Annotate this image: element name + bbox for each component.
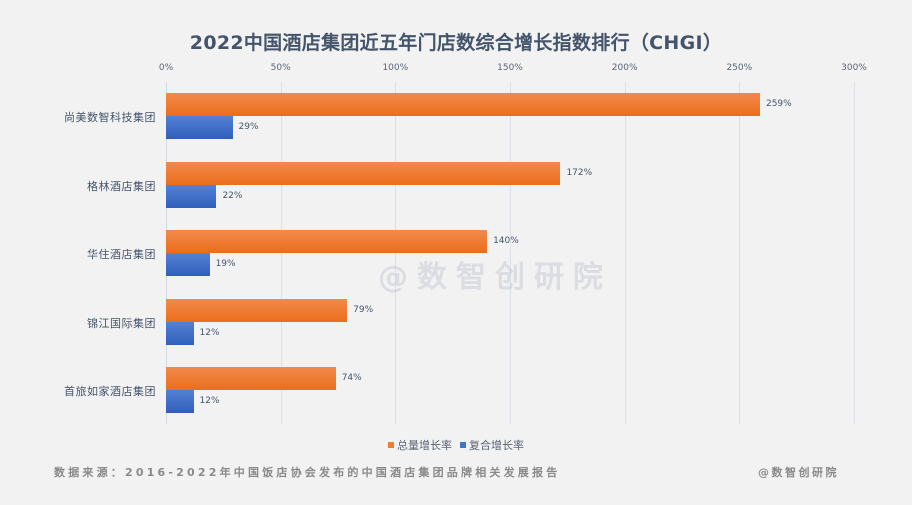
bar-cagr[interactable] — [166, 390, 194, 413]
legend-item[interactable]: 复合增长率 — [460, 437, 524, 453]
bar-total-growth[interactable] — [166, 93, 760, 116]
data-label: 79% — [353, 304, 374, 315]
category-label: 锦江国际集团 — [87, 316, 156, 330]
plot-area: 0% 50% 100% 150% 200% 250% 300% 尚美数智科技集团 259% 29%… — [64, 63, 867, 424]
bar-cagr[interactable] — [166, 184, 217, 208]
bar-cagr[interactable] — [166, 116, 233, 139]
gridline — [739, 82, 741, 424]
legend-swatch-icon — [460, 442, 466, 448]
gridline — [510, 82, 511, 424]
category-label: 尚美数智科技集团 — [64, 111, 156, 124]
data-label: 12% — [199, 396, 220, 406]
x-tick-label: 300% — [841, 63, 867, 73]
x-tick-label: 50% — [270, 63, 291, 73]
x-tick-label: 0% — [158, 63, 174, 73]
data-label: 22% — [222, 190, 243, 201]
data-source-note: 数据来源：2016-2022年中国饭店协会发布的中国酒店集团品牌相关发展报告 — [54, 466, 561, 479]
data-label: 12% — [199, 327, 220, 338]
bar-total-growth[interactable] — [166, 367, 336, 390]
gridline — [624, 82, 626, 424]
data-label: 259% — [765, 99, 792, 109]
legend-item[interactable]: 总量增长率 — [388, 437, 452, 453]
bar-group: 140% 19% — [166, 230, 854, 276]
data-label: 172% — [566, 167, 593, 178]
bar-group: 259% 29% — [166, 93, 854, 139]
x-tick-label: 150% — [497, 63, 523, 73]
watermark: @数智创研院 — [378, 260, 612, 295]
x-tick-label: 100% — [382, 63, 409, 73]
gridline — [395, 82, 397, 424]
brand-credit: @数智创研院 — [758, 466, 839, 479]
legend: 总量增长率 复合增长率 — [0, 437, 912, 453]
data-label: 74% — [341, 373, 362, 383]
bar-cagr[interactable] — [166, 321, 194, 345]
bar-group: 79% 12% — [166, 298, 854, 345]
bar-total-growth[interactable] — [166, 230, 488, 253]
gridline — [854, 82, 855, 424]
data-label: 19% — [215, 259, 236, 269]
chart-title: 2022中国酒店集团近五年门店数综合增长指数排行（CHGI） — [189, 32, 723, 54]
category-label: 华住酒店集团 — [87, 248, 156, 261]
data-label: 29% — [238, 122, 259, 132]
data-label: 140% — [493, 236, 519, 246]
bar-total-growth[interactable] — [166, 161, 561, 185]
category-label: 首旅如家酒店集团 — [64, 385, 156, 398]
bar-group: 74% 12% — [166, 367, 854, 413]
category-label: 格林酒店集团 — [87, 179, 156, 193]
legend-label: 总量增长率 — [397, 439, 452, 452]
legend-swatch-icon — [388, 442, 394, 448]
x-tick-label: 250% — [726, 63, 753, 73]
gridline — [280, 82, 282, 424]
legend-label: 复合增长率 — [469, 439, 524, 452]
bar-group: 172% 22% — [166, 161, 854, 208]
bar-total-growth[interactable] — [166, 298, 348, 322]
bar-cagr[interactable] — [166, 253, 210, 276]
x-tick-label: 200% — [611, 63, 638, 73]
